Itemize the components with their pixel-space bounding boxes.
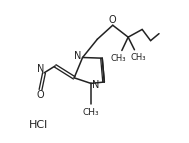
Text: HCl: HCl [29,121,48,130]
Text: N: N [91,80,99,90]
Text: CH₃: CH₃ [130,53,146,62]
Text: O: O [37,90,44,100]
Text: CH₃: CH₃ [83,108,99,117]
Text: N: N [74,51,81,61]
Text: N: N [37,64,44,74]
Text: CH₃: CH₃ [111,54,126,63]
Text: O: O [109,15,117,25]
